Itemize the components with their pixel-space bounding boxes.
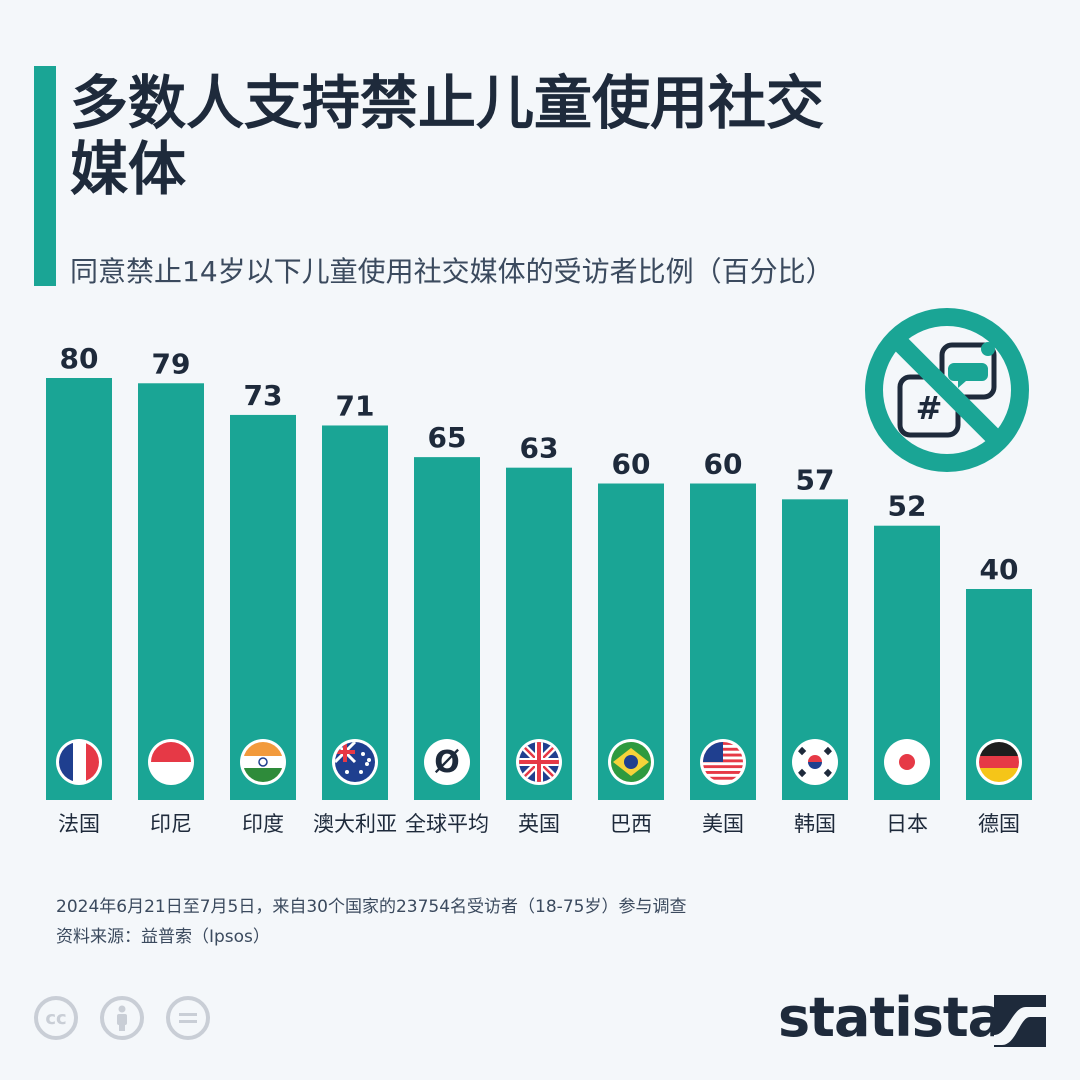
value-label-france: 80 [60,342,99,375]
flag-france-icon [56,739,102,785]
category-label-south-korea: 韩国 [794,812,836,836]
flag-australia-icon [332,739,378,785]
value-label-brazil: 60 [612,448,651,481]
chart-title: 多数人支持禁止儿童使用社交媒体 [70,69,825,203]
chart-subtitle: 同意禁止14岁以下儿童使用社交媒体的受访者比例（百分比） [70,255,834,288]
category-label-usa: 美国 [702,812,744,836]
value-label-south-korea: 57 [796,463,835,496]
value-label-india: 73 [244,379,283,412]
category-label-germany: 德国 [978,812,1020,836]
no-derivatives-icon[interactable] [166,996,210,1040]
category-label-india: 印度 [242,812,284,836]
bar-india[interactable] [230,414,296,800]
value-label-global-average: 65 [428,421,467,454]
global-average-symbol: Ø [434,745,460,780]
statista-logo-text: statista [778,986,1004,1049]
svg-text:#: # [916,389,943,427]
bar-france[interactable] [46,378,112,800]
flag-brazil-icon [608,739,654,785]
creative-commons-icon[interactable]: cc [34,996,78,1040]
bar-australia[interactable] [322,425,388,800]
source-note: 资料来源：益普索（Ipsos） [56,927,270,947]
category-label-brazil: 巴西 [610,812,652,836]
value-label-usa: 60 [704,448,743,481]
flag-indonesia-icon [148,739,194,785]
value-label-germany: 40 [980,553,1019,586]
flag-uk-icon [516,739,562,785]
category-label-france: 法国 [58,812,100,836]
category-label-japan: 日本 [886,812,928,836]
value-label-uk: 63 [520,432,559,465]
flag-global-average-icon: Ø [424,739,470,785]
flag-japan-icon [884,739,930,785]
footnote: 2024年6月21日至7月5日，来自30个国家的23754名受访者（18-75岁… [56,892,686,952]
accent-bar [34,66,56,286]
flag-south-korea-icon [792,739,838,785]
statista-logo-icon [994,995,1046,1047]
survey-note: 2024年6月21日至7月5日，来自30个国家的23754名受访者（18-75岁… [56,897,687,917]
value-label-indonesia: 79 [152,347,191,380]
flag-usa-icon [700,739,746,785]
category-label-global-average: 全球平均 [405,812,489,836]
flag-india-icon [240,739,286,785]
category-label-australia: 澳大利亚 [313,812,397,836]
bar-indonesia[interactable] [138,383,204,800]
category-label-indonesia: 印尼 [150,812,192,836]
attribution-icon[interactable] [100,996,144,1040]
category-label-uk: 英国 [518,812,560,836]
value-label-australia: 71 [336,389,375,422]
flag-germany-icon [976,739,1022,785]
value-label-japan: 52 [888,490,927,523]
no-social-media-icon: # [865,308,1029,472]
